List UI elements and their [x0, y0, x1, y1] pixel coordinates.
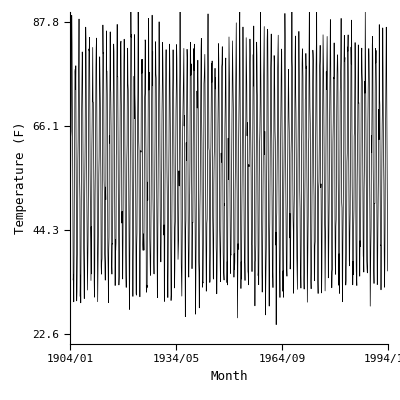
- X-axis label: Month: Month: [210, 370, 248, 383]
- Y-axis label: Temperature (F): Temperature (F): [14, 122, 27, 234]
